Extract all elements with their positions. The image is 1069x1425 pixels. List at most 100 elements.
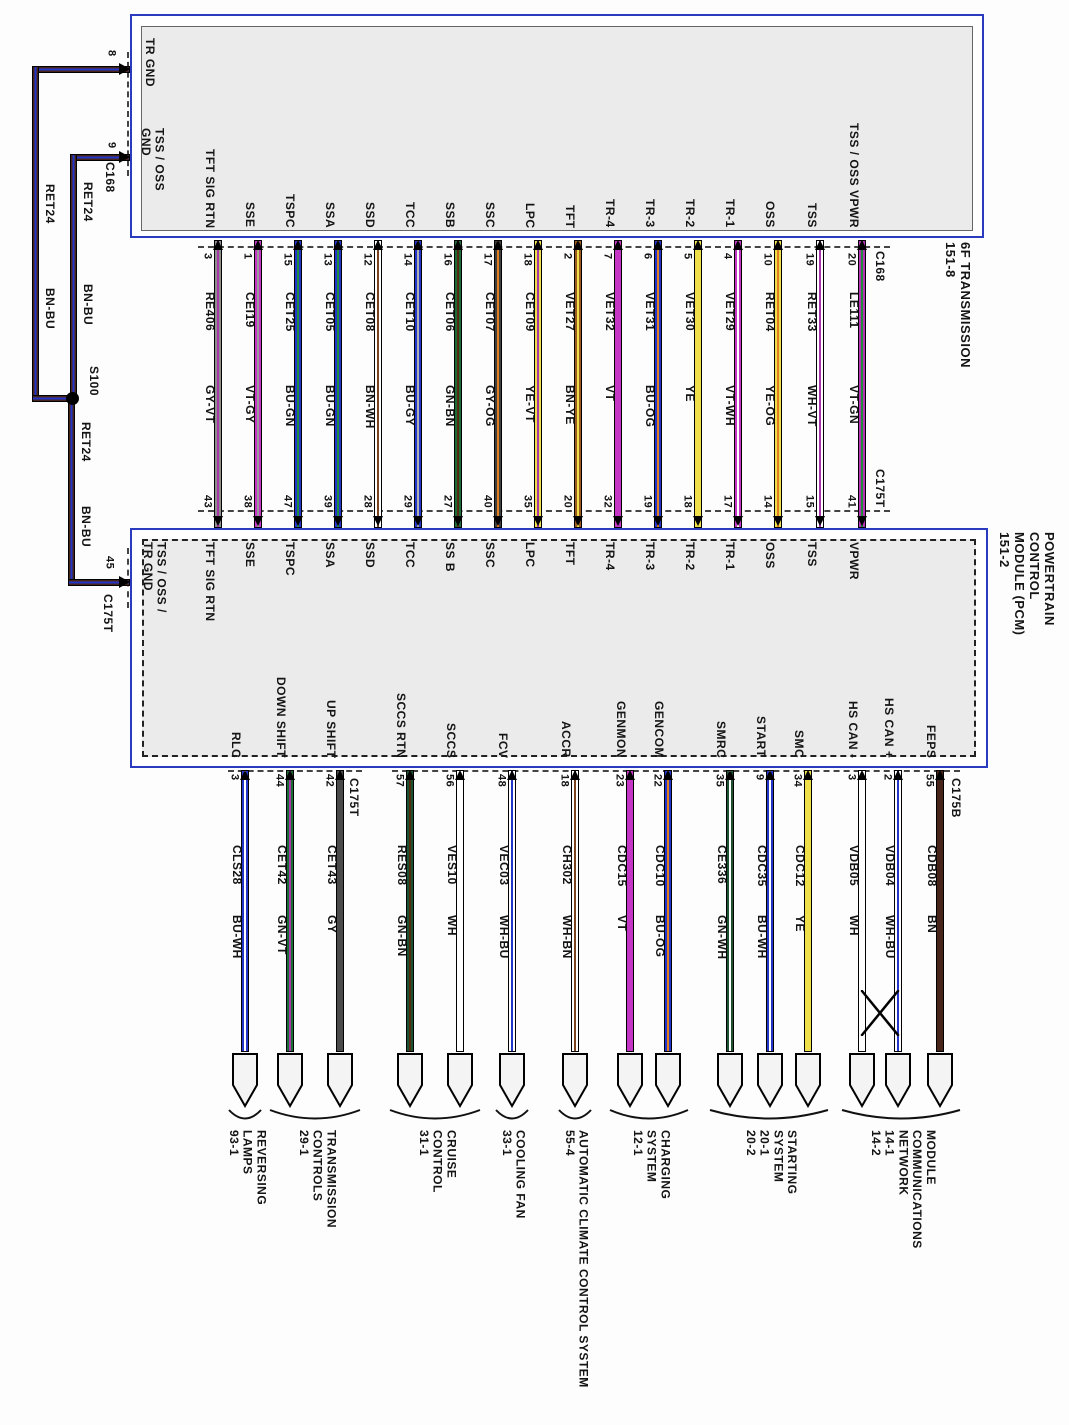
- harness-connector-icon: [447, 1053, 473, 1108]
- pcm-bottom-pin-number: 18: [558, 774, 571, 788]
- terminal-arrow-icon: [857, 516, 867, 526]
- pcm-output-function-label: START: [753, 716, 768, 758]
- pin-number: 9: [105, 142, 118, 149]
- pcm-pin-function-label: TR-2: [682, 542, 697, 571]
- terminal-arrow-icon: [240, 770, 250, 780]
- terminal-arrow-icon: [293, 240, 303, 250]
- terminal-arrow-icon: [253, 516, 263, 526]
- harness-connector-icon: [617, 1053, 643, 1108]
- circuit-number-label: CET25: [282, 292, 297, 332]
- transmission-pin-number: 15: [281, 253, 294, 267]
- pcm-bottom-pin-number: 3: [845, 774, 858, 781]
- pin-function-label: TSS / OSS / TR GND: [140, 542, 169, 613]
- transmission-pin-number: 3: [201, 253, 214, 260]
- terminal-arrow-icon: [333, 516, 343, 526]
- pcm-pin-number: 38: [241, 494, 254, 508]
- wire-cet06: [454, 240, 462, 528]
- wire-cet42: [286, 770, 294, 1052]
- pcm-pin-function-label: TR-4: [602, 542, 617, 571]
- terminal-arrow-icon: [803, 770, 813, 780]
- pcm-output-function-label: FCV: [495, 732, 510, 759]
- transmission-pin-function-label: TR-1: [722, 199, 737, 228]
- pcm-pin-number: 47: [281, 494, 294, 508]
- wire-color-label: BN: [924, 915, 939, 934]
- transmission-pin-number: 12: [361, 253, 374, 267]
- harness-connector-icon: [397, 1053, 423, 1108]
- pcm-pin-function-label: TCC: [402, 542, 417, 569]
- circuit-number-label: CDC35: [754, 845, 769, 887]
- terminal-arrow-icon: [693, 240, 703, 250]
- terminal-arrow-icon: [455, 770, 465, 780]
- terminal-arrow-icon: [119, 151, 130, 163]
- terminal-arrow-icon: [613, 240, 623, 250]
- wire-color-label: WH: [846, 915, 861, 936]
- transmission-pin-function-label: TSS / OSS VPWR: [846, 122, 861, 228]
- harness-connector-icon: [499, 1053, 525, 1108]
- terminal-arrow-icon: [773, 516, 783, 526]
- group-brace: [269, 1109, 361, 1120]
- terminal-arrow-icon: [573, 516, 583, 526]
- wire-cls28: [241, 770, 249, 1052]
- harness-connector-icon: [277, 1053, 303, 1108]
- transmission-pin-number: 18: [521, 253, 534, 267]
- pcm-output-function-label: FEPS: [923, 724, 938, 758]
- terminal-arrow-icon: [293, 516, 303, 526]
- wire-cet07: [494, 240, 502, 528]
- transmission-pin-number: 13: [321, 253, 334, 267]
- pcm-bottom-pin-number: 55: [923, 774, 936, 788]
- terminal-arrow-icon: [119, 576, 130, 588]
- wire-color-label: BU-GN: [282, 385, 297, 427]
- pcm-pin-number: 41: [845, 494, 858, 508]
- transmission-pin-number: 16: [441, 253, 454, 267]
- pcm-bottom-pin-number: 9: [753, 774, 766, 781]
- wire-ves10: [456, 770, 464, 1052]
- pcm-pin-function-label: OSS: [762, 542, 777, 569]
- pcm-pin-function-label: SSC: [482, 542, 497, 569]
- transmission-pin-function-label: TFT: [562, 204, 577, 229]
- harness-connector-icon: [849, 1053, 875, 1108]
- pin-function-label: TR GND: [142, 38, 157, 87]
- wire-color-label: BU-WH: [754, 915, 769, 959]
- transmission-pin-function-label: SSC: [482, 201, 497, 228]
- transmission-pin-number: 20: [845, 253, 858, 267]
- transmission-pin-function-label: SSE: [242, 202, 257, 228]
- pcm-pin-number: 27: [441, 494, 454, 508]
- group-brace: [558, 1109, 592, 1120]
- terminal-arrow-icon: [573, 240, 583, 250]
- circuit-number-label: CET09: [522, 292, 537, 332]
- pcm-bottom-pin-number: 48: [495, 774, 508, 788]
- terminal-arrow-icon: [733, 240, 743, 250]
- harness-connector-icon: [717, 1053, 743, 1108]
- wire-color-label: BN-YE: [562, 385, 577, 425]
- system-label: COOLING FAN 33-1: [499, 1130, 528, 1219]
- circuit-number-label: VET30: [682, 292, 697, 332]
- transmission-pin-number: 6: [641, 253, 654, 260]
- circuit-number-label: RES08: [394, 845, 409, 886]
- wire-cdb08: [936, 770, 944, 1052]
- pin-number: 8: [105, 50, 118, 57]
- pcm-bottom-pin-number: 22: [651, 774, 664, 788]
- wire-color-label: WH-VT: [804, 385, 819, 427]
- terminal-arrow-icon: [693, 516, 703, 526]
- pcm-pin-number: 15: [803, 494, 816, 508]
- wire-cet43: [336, 770, 344, 1052]
- terminal-arrow-icon: [493, 516, 503, 526]
- pcm-output-function-label: GENMON: [613, 701, 628, 758]
- circuit-number-label: LE111: [846, 292, 861, 329]
- transmission-pin-number: 17: [481, 253, 494, 267]
- wire-re406: [214, 240, 222, 528]
- transmission-pin-number: 14: [401, 253, 414, 267]
- transmission-pin-function-label: TCC: [402, 201, 417, 228]
- system-label: STARTING SYSTEM 20-1 20-2: [743, 1130, 800, 1195]
- connector-c175t-bottom-line: [228, 770, 362, 772]
- wire-vet29: [734, 240, 742, 528]
- circuit-number-label: RET24: [78, 422, 93, 462]
- transmission-pin-function-label: TFT SIG RTN: [202, 148, 217, 229]
- pcm-pin-number: 35: [521, 494, 534, 508]
- group-brace: [495, 1109, 529, 1120]
- circuit-number-label: CET10: [402, 292, 417, 332]
- pin-function-label: TSS / OSS GND: [138, 128, 167, 192]
- circuit-number-label: CDC12: [792, 845, 807, 887]
- wire-color-label: GY-OG: [482, 385, 497, 427]
- terminal-arrow-icon: [625, 770, 635, 780]
